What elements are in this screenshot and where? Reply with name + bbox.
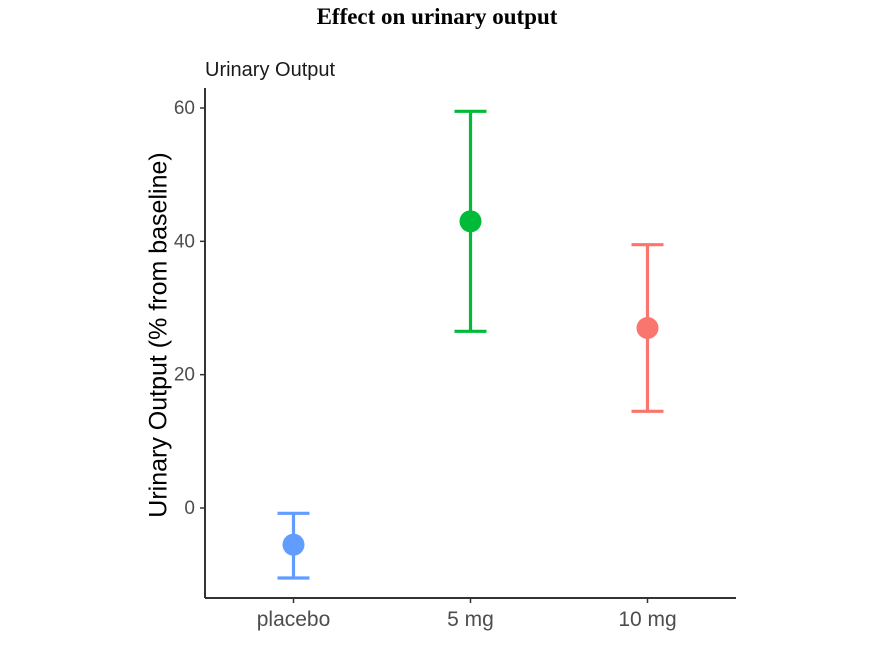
mean-point <box>459 210 482 233</box>
mean-point <box>636 317 659 339</box>
error-bar-group <box>454 109 487 333</box>
y-tick-label: 0 <box>184 498 195 519</box>
y-tick-label: 20 <box>174 365 195 386</box>
x-tick-label: 10 mg <box>618 608 676 631</box>
y-tick-label: 60 <box>174 98 195 119</box>
y-ticks: 0 20 40 60 <box>174 98 205 519</box>
mean-point <box>282 533 305 556</box>
chart-title: Urinary Output <box>205 59 335 81</box>
x-tick-label: placebo <box>257 608 331 631</box>
error-bar-group <box>277 511 310 580</box>
x-ticks: placebo 5 mg 10 mg <box>257 598 677 631</box>
y-axis-title: Urinary Output (% from baseline) <box>145 152 173 517</box>
x-tick-label: 5 mg <box>447 608 494 631</box>
error-bar-group <box>631 243 664 413</box>
data-marks <box>277 109 664 580</box>
figure-heading: Effect on urinary output <box>316 4 558 29</box>
y-tick-label: 40 <box>174 231 195 252</box>
